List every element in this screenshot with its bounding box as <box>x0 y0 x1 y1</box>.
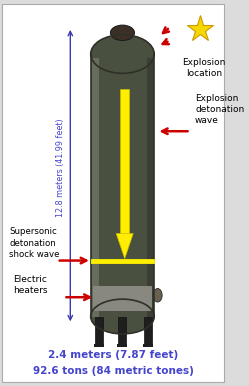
Bar <box>117 344 127 347</box>
Bar <box>118 317 126 345</box>
Bar <box>95 317 103 345</box>
Bar <box>120 89 129 234</box>
Text: 92.6 tons (84 metric tones): 92.6 tons (84 metric tones) <box>33 366 194 376</box>
Ellipse shape <box>91 35 154 73</box>
Bar <box>94 344 104 347</box>
Text: Supersonic
detonation
shock wave: Supersonic detonation shock wave <box>9 227 60 259</box>
Bar <box>92 58 99 317</box>
Bar <box>144 317 152 345</box>
Bar <box>91 58 154 317</box>
Bar <box>93 286 152 311</box>
Text: Explosion
location: Explosion location <box>183 58 226 78</box>
Text: 2.4 meters (7.87 feet): 2.4 meters (7.87 feet) <box>48 350 179 360</box>
Ellipse shape <box>153 289 162 302</box>
Ellipse shape <box>91 299 154 334</box>
Text: Explosion
detonation
wave: Explosion detonation wave <box>195 94 244 125</box>
Polygon shape <box>116 234 133 259</box>
FancyBboxPatch shape <box>2 4 225 382</box>
Bar <box>143 344 153 347</box>
Ellipse shape <box>110 25 134 41</box>
Text: Electric
heaters: Electric heaters <box>14 275 48 295</box>
Bar <box>147 58 154 317</box>
Text: 12.8 meters (41.99 feet): 12.8 meters (41.99 feet) <box>56 119 64 217</box>
